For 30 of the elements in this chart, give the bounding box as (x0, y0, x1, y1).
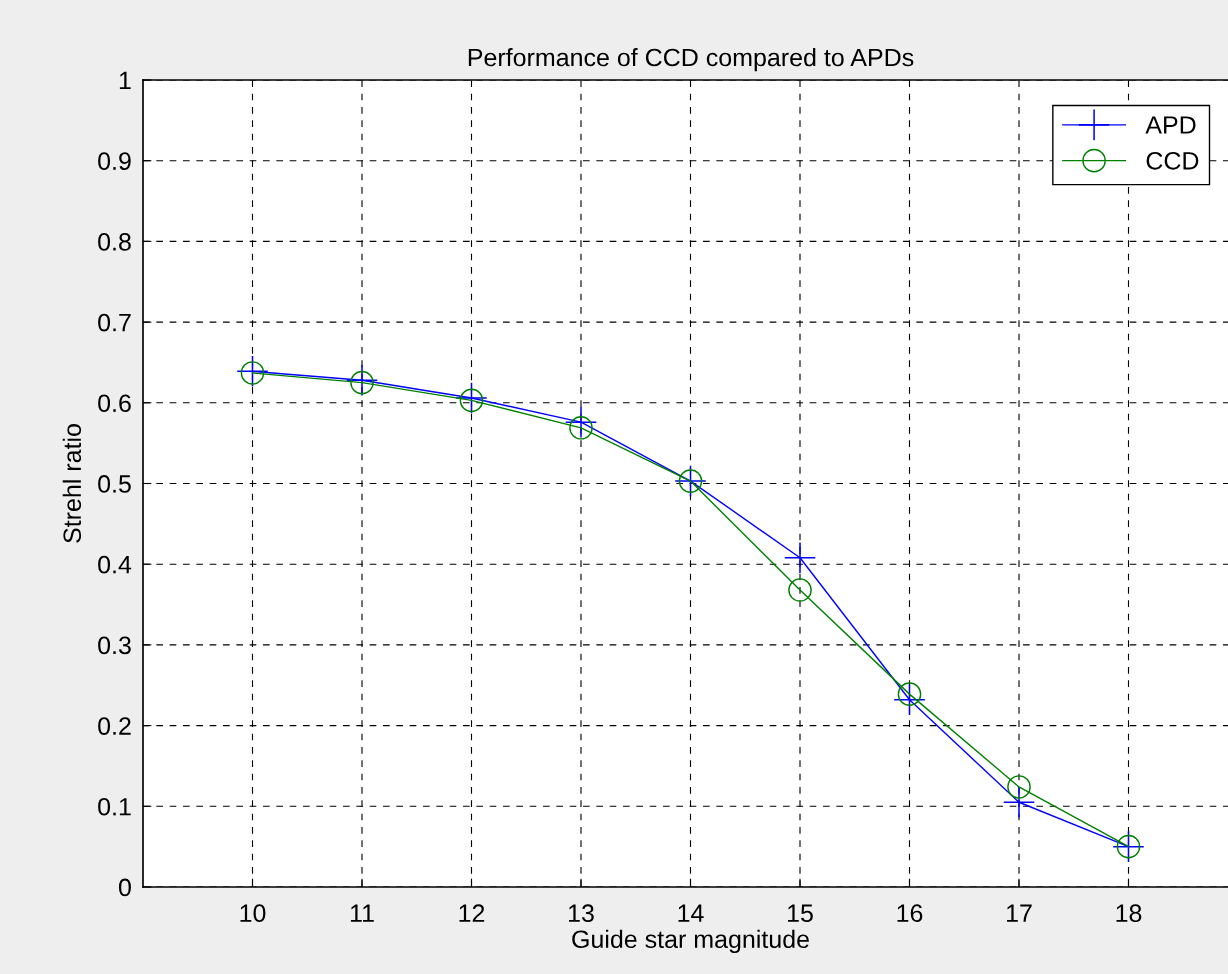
x-tick-label: 11 (350, 904, 374, 922)
y-tick-label: 0 (118, 878, 131, 897)
y-tick-label: 0.3 (98, 636, 131, 655)
y-tick-label: 0.8 (98, 233, 131, 251)
x-tick-label: 10 (240, 904, 266, 923)
point (784, 542, 816, 574)
y-axis-title: Strehl ratio (62, 424, 82, 543)
y-tick-label: 0.1 (98, 797, 131, 816)
point (788, 578, 812, 602)
y-tick-label: 0.7 (98, 313, 131, 332)
x-tick-label: 18 (1116, 904, 1142, 923)
y-tick-label: 0.2 (98, 717, 131, 735)
point (565, 406, 597, 438)
point (1003, 786, 1035, 818)
y-tick-label: 0.9 (98, 152, 131, 170)
x-tick-label: 15 (788, 904, 813, 923)
y-tick-label: 0.4 (98, 555, 132, 574)
x-axis-title: Guide star magnitude (572, 929, 809, 954)
y-tick-label: 0.5 (98, 475, 131, 493)
legend-label: CCD (1146, 151, 1199, 170)
legend-label: APD (1145, 116, 1196, 134)
x-tick-label: 12 (459, 904, 485, 922)
y-tick-label: 1 (119, 71, 131, 90)
x-tick-label: 16 (897, 904, 923, 923)
x-tick-label: 14 (678, 904, 704, 922)
chart-title: Performance of CCD compared to APDs (468, 47, 914, 72)
x-tick-label: 13 (569, 904, 594, 923)
point (1007, 775, 1031, 799)
y-tick-label: 0.6 (98, 394, 131, 413)
x-tick-label: 17 (1007, 904, 1032, 922)
